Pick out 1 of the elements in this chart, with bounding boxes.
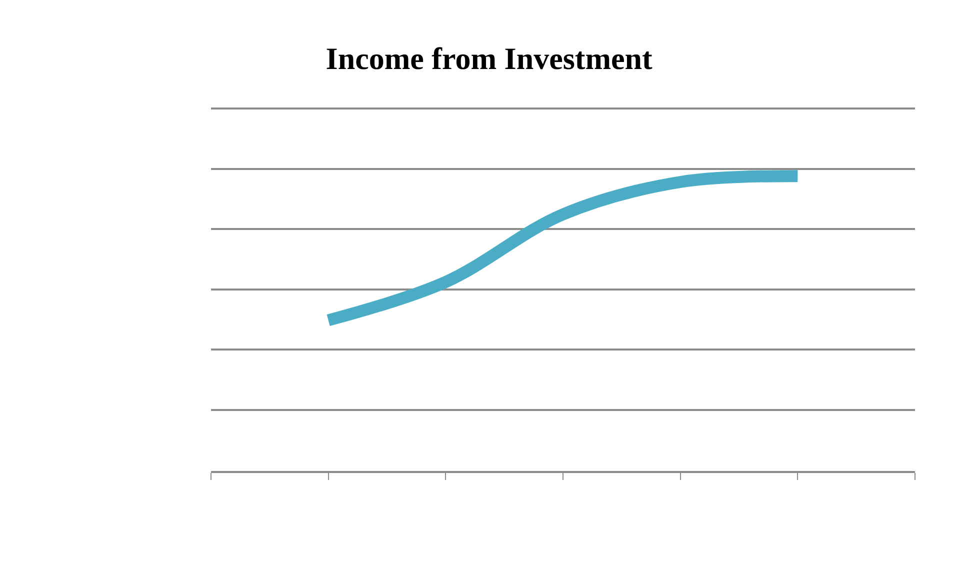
chart-title: Income from Investment (326, 41, 654, 76)
